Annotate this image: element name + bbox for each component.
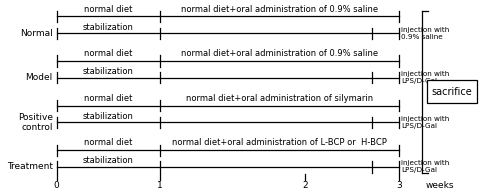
Text: Model: Model: [26, 73, 53, 82]
Text: 3: 3: [396, 181, 402, 190]
Text: 0: 0: [54, 181, 60, 190]
Text: normal diet: normal diet: [84, 94, 132, 103]
Text: normal diet+oral administration of L-BCP or  H-BCP: normal diet+oral administration of L-BCP…: [172, 138, 386, 147]
Text: Treatment: Treatment: [7, 162, 53, 171]
Text: 1: 1: [156, 181, 162, 190]
Text: stabilization: stabilization: [82, 156, 134, 166]
Text: normal diet+oral administration of 0.9% saline: normal diet+oral administration of 0.9% …: [180, 49, 378, 58]
Text: 2: 2: [302, 181, 308, 190]
Text: injection with
LPS/D-Gal: injection with LPS/D-Gal: [401, 161, 450, 173]
Text: Positive
control: Positive control: [18, 113, 53, 132]
Text: normal diet: normal diet: [84, 138, 132, 147]
Text: normal diet+oral administration of 0.9% saline: normal diet+oral administration of 0.9% …: [180, 5, 378, 14]
Text: injection with
LPS/D-Gal: injection with LPS/D-Gal: [401, 71, 450, 84]
Text: weeks: weeks: [425, 181, 454, 190]
Text: normal diet: normal diet: [84, 49, 132, 58]
Text: injection with
LPS/D-Gal: injection with LPS/D-Gal: [401, 116, 450, 129]
Text: stabilization: stabilization: [82, 67, 134, 76]
Text: sacrifice: sacrifice: [432, 87, 472, 97]
Text: Normal: Normal: [20, 29, 53, 38]
Text: normal diet: normal diet: [84, 5, 132, 14]
Text: normal diet+oral administration of silymarin: normal diet+oral administration of silym…: [186, 94, 372, 103]
Text: stabilization: stabilization: [82, 112, 134, 121]
Text: injection with
0.9% saline: injection with 0.9% saline: [401, 27, 450, 40]
Text: stabilization: stabilization: [82, 23, 134, 32]
FancyBboxPatch shape: [426, 80, 477, 103]
